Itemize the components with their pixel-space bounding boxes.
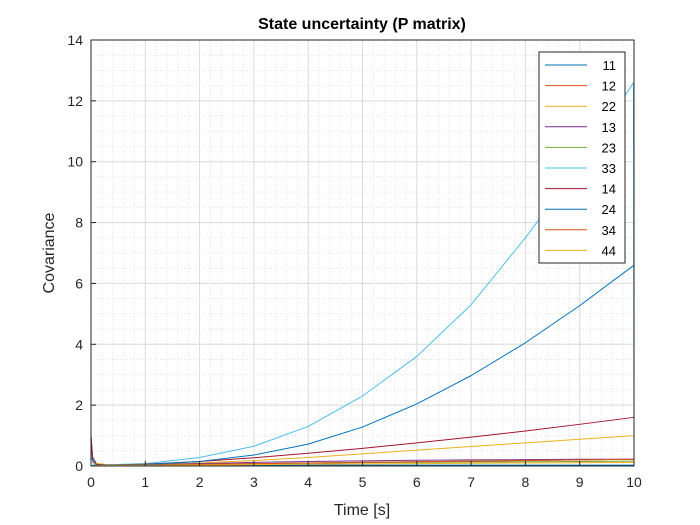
minor-grid <box>90 39 635 467</box>
x-tick-label: 0 <box>87 474 95 490</box>
x-axis-label: Time [s] <box>334 502 390 519</box>
x-tick-label: 7 <box>467 474 475 490</box>
legend-label: 23 <box>602 140 616 155</box>
chart-title: State uncertainty (P matrix) <box>258 16 466 33</box>
legend-label: 12 <box>602 79 616 94</box>
y-tick-label: 0 <box>75 458 83 474</box>
x-tick-label: 5 <box>359 474 367 490</box>
x-tick-label: 4 <box>304 474 312 490</box>
legend-label: 13 <box>602 120 616 135</box>
legend-label: 14 <box>602 182 616 197</box>
y-tick-label: 2 <box>75 397 83 413</box>
legend-label: 34 <box>602 223 616 238</box>
y-ticks: 0 2 4 6 8 10 12 14 <box>67 32 96 474</box>
y-tick-label: 14 <box>67 32 83 48</box>
series-line-14 <box>90 416 635 466</box>
y-tick-label: 8 <box>75 215 83 231</box>
x-tick-label: 9 <box>576 474 584 490</box>
y-tick-label: 6 <box>75 275 83 291</box>
x-tick-label: 8 <box>522 474 530 490</box>
legend-label: 33 <box>602 161 616 176</box>
x-tick-label: 3 <box>250 474 258 490</box>
legend-label: 44 <box>602 243 616 258</box>
x-tick-label: 2 <box>196 474 204 490</box>
legend-label: 22 <box>602 99 616 114</box>
x-tick-label: 10 <box>626 474 642 490</box>
legend: 11 12 22 13 23 33 14 24 34 44 <box>538 51 626 264</box>
y-tick-label: 10 <box>67 154 83 170</box>
y-tick-label: 12 <box>67 93 83 109</box>
y-tick-label: 4 <box>75 336 83 352</box>
y-axis-label: Covariance <box>41 212 58 293</box>
x-ticks: 0 1 2 3 4 5 6 7 8 9 10 <box>87 461 642 490</box>
legend-box <box>538 51 626 264</box>
x-tick-label: 1 <box>141 474 149 490</box>
legend-label: 24 <box>602 202 616 217</box>
x-tick-label: 6 <box>413 474 421 490</box>
legend-label: 11 <box>603 58 617 73</box>
